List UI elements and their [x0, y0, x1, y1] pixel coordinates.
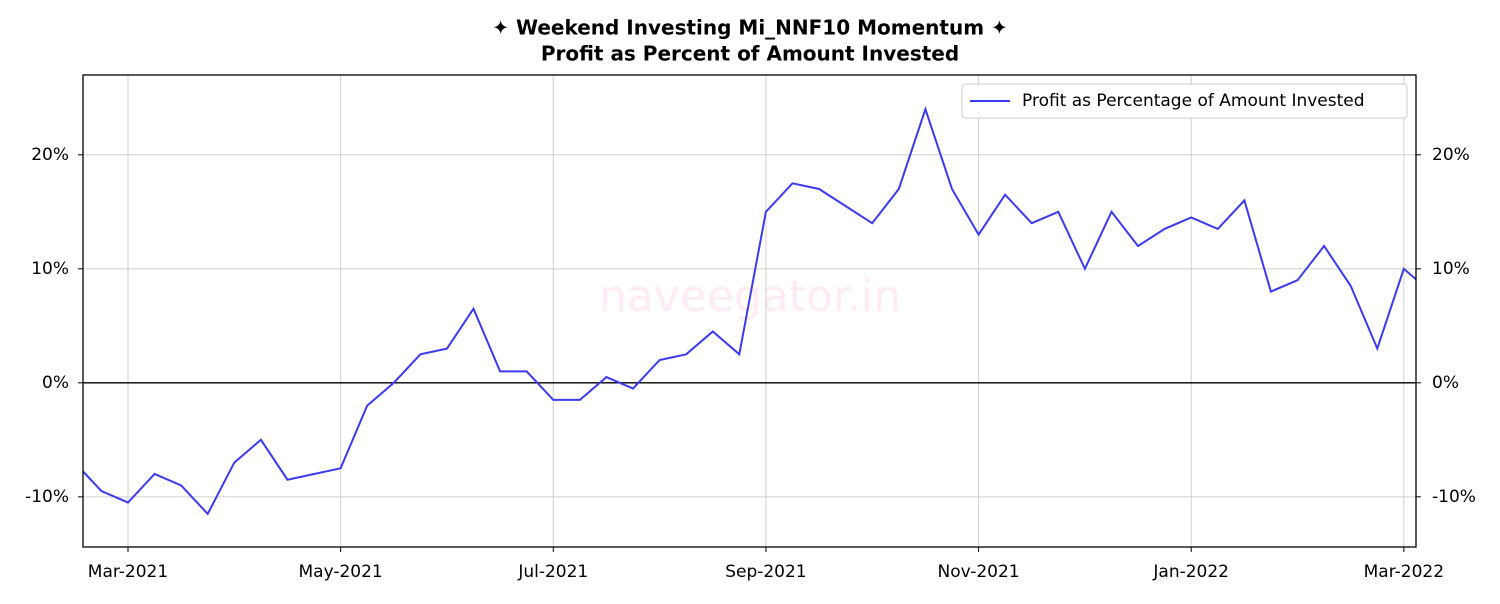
line — [83, 106, 1416, 516]
plot-frame — [82, 74, 1417, 548]
x-tick-label: Jan-2022 — [1152, 562, 1229, 582]
chart-subtitle: Profit as Percent of Amount Invested — [541, 42, 959, 66]
x-tick-label: Nov-2021 — [937, 562, 1019, 582]
y-tick-label: 0% — [42, 373, 69, 393]
legend-label: Profit as Percentage of Amount Invested — [1022, 91, 1365, 111]
x-tick-label: Sep-2021 — [725, 562, 806, 582]
legend: Profit as Percentage of Amount Invested — [961, 83, 1408, 119]
x-tick-label: Mar-2022 — [1364, 562, 1444, 582]
y-tick-label: -10% — [25, 487, 69, 507]
x-tick-label: Mar-2021 — [88, 562, 168, 582]
x-tick-label: Jul-2021 — [517, 562, 588, 582]
y2-tick-label: 10% — [1432, 259, 1470, 279]
chart-title: ✦ Weekend Investing Mi_NNF10 Momentum ✦ — [492, 16, 1008, 40]
y2-tick-label: 20% — [1432, 145, 1470, 165]
y2-tick-label: 0% — [1432, 373, 1459, 393]
y-tick-label: 20% — [31, 145, 69, 165]
x-tick-label: May-2021 — [299, 562, 383, 582]
legend-box — [961, 83, 1408, 119]
y-tick-label: 10% — [31, 259, 69, 279]
y2-tick-label: -10% — [1432, 487, 1476, 507]
